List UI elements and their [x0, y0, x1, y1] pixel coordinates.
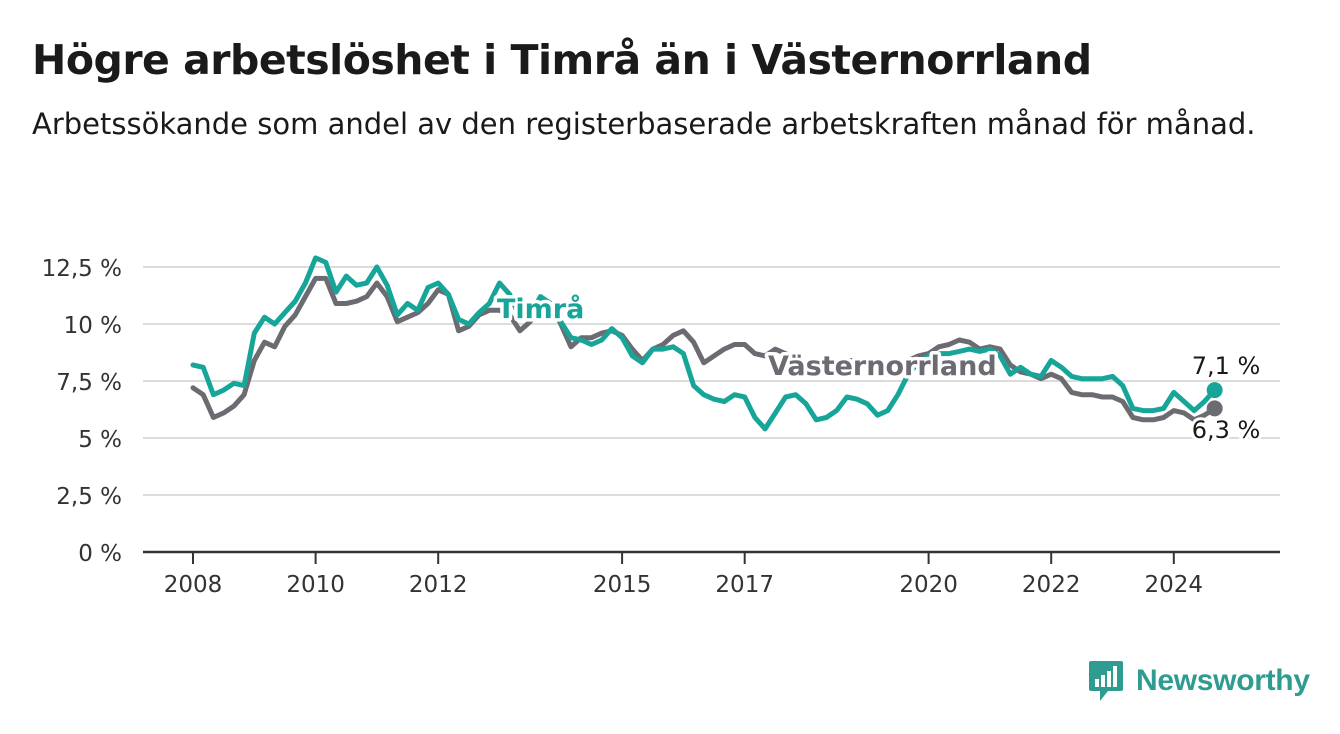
series-label-vasternorrland: Västernorrland — [768, 351, 997, 382]
x-tick-label: 2015 — [593, 572, 652, 598]
series-line-vasternorrland — [190, 275, 1218, 423]
y-tick-label: 7,5 % — [56, 370, 122, 396]
series-labels: Timrå Västernorrland 7,1 % 6,3 % — [494, 290, 1264, 448]
chart-subtitle: Arbetssökande som andel av den registerb… — [32, 107, 1256, 141]
gridlines — [143, 266, 1280, 496]
bar-chart-icon — [1089, 661, 1123, 701]
series-line-timra — [190, 255, 1218, 432]
brand-name: Newsworthy — [1136, 664, 1310, 697]
y-tick-label: 12,5 % — [42, 256, 122, 282]
end-value-label-timra: 7,1 % — [1192, 352, 1261, 380]
x-tick-label: 2010 — [286, 572, 345, 598]
series-label-timra: Timrå — [497, 293, 584, 325]
y-tick-label: 10 % — [64, 313, 122, 339]
x-tick-label: 2008 — [164, 572, 223, 598]
newsworthy-logo: Newsworthy — [1088, 659, 1310, 703]
end-value-label-vasternorrland: 6,3 % — [1192, 416, 1261, 444]
x-tick-label: 2024 — [1145, 572, 1204, 598]
y-tick-label: 5 % — [78, 427, 122, 453]
y-axis-labels: 0 % 2,5 % 5 % 7,5 % 10 % 12,5 % — [42, 256, 122, 567]
x-tick-label: 2020 — [899, 572, 958, 598]
y-tick-label: 2,5 % — [56, 484, 122, 510]
chart-title: Högre arbetslöshet i Timrå än i Västerno… — [32, 36, 1092, 84]
x-tick-label: 2012 — [409, 572, 468, 598]
series-lines — [190, 255, 1223, 432]
x-tick-label: 2017 — [715, 572, 774, 598]
end-point — [1206, 382, 1223, 399]
end-point — [1206, 400, 1223, 417]
x-axis: 2008 2010 2012 2015 2017 2020 2022 2024 — [143, 550, 1280, 598]
y-tick-label: 0 % — [78, 541, 122, 567]
x-tick-label: 2022 — [1022, 572, 1081, 598]
